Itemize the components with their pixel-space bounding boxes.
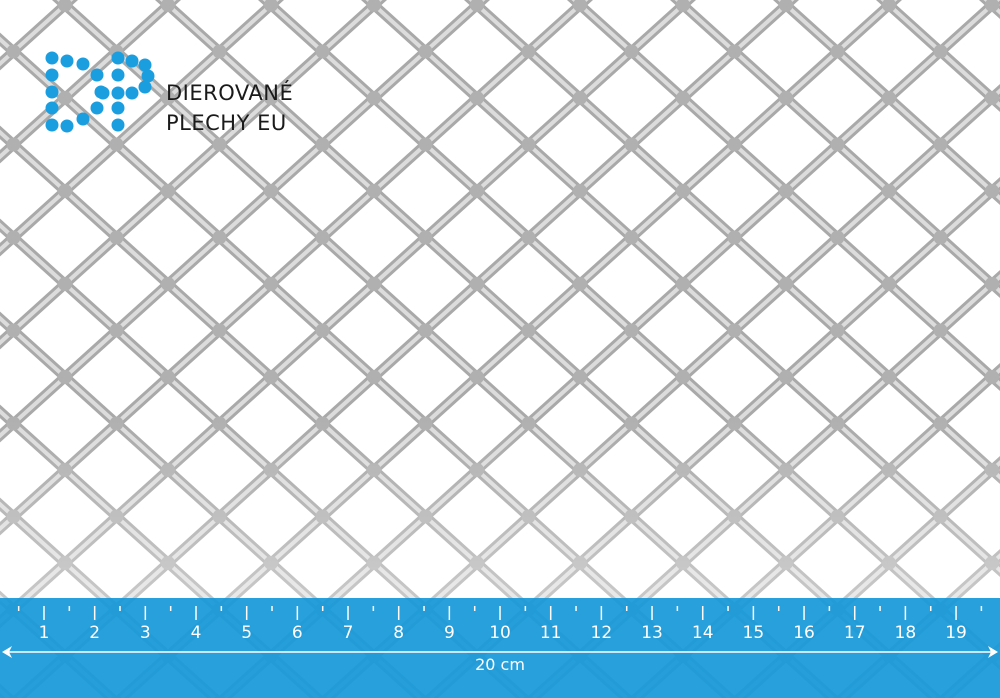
logo-dot [60, 119, 74, 133]
logo-dot [141, 69, 155, 83]
ruler-label: 5 [241, 623, 253, 643]
ruler-band [0, 598, 1000, 698]
logo-dot [96, 86, 110, 100]
ruler-label: 14 [691, 623, 714, 643]
ruler-label: 9 [443, 623, 455, 643]
logo-dot [111, 86, 125, 100]
brand-name: DIEROVANÉ PLECHY EU [166, 78, 293, 138]
logo-dot [90, 101, 104, 115]
logo-dot [45, 51, 59, 65]
ruler-label: 15 [742, 623, 765, 643]
logo-dot [76, 112, 90, 126]
ruler-label: 12 [590, 623, 613, 643]
ruler-label: 6 [291, 623, 303, 643]
logo-dot [90, 68, 104, 82]
logo-dot [111, 68, 125, 82]
ruler-label: 3 [139, 623, 151, 643]
logo-dot [45, 118, 59, 132]
brand-name-line1: DIEROVANÉ [166, 81, 294, 105]
ruler-label: 13 [641, 623, 663, 643]
ruler-label: 7 [342, 623, 354, 643]
brand-logo-mark [45, 51, 155, 133]
logo-dot [45, 68, 59, 82]
ruler-label: 10 [489, 623, 511, 643]
arrow-left-icon [2, 646, 12, 658]
logo-dot [125, 54, 139, 68]
ruler-label: 1 [38, 623, 50, 643]
logo-dot [111, 101, 125, 115]
logo-dot [111, 118, 125, 132]
logo-dot [76, 57, 90, 71]
logo-dot [60, 54, 74, 68]
logo-dot [138, 58, 152, 72]
arrow-right-icon [988, 646, 998, 658]
ruler-label: 19 [945, 623, 967, 643]
ruler-label: 18 [894, 623, 917, 643]
brand-name-line2: PLECHY EU [166, 111, 287, 135]
ruler-label: 2 [89, 623, 101, 643]
logo-dot [45, 85, 59, 99]
ruler-label: 17 [843, 623, 866, 643]
ruler-label: 4 [190, 623, 202, 643]
ruler-total-length: 20 cm [475, 655, 525, 674]
ruler-label: 11 [539, 623, 562, 643]
logo-dot [125, 86, 139, 100]
logo-dot [111, 51, 125, 65]
logo-dot [45, 101, 59, 115]
ruler-label: 8 [393, 623, 405, 643]
ruler-label: 16 [793, 623, 815, 643]
logo-dot [138, 80, 152, 94]
